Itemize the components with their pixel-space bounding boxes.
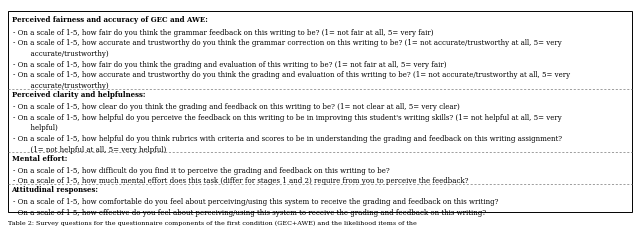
Text: - On a scale of 1-5, how fair do you think the grading and evaluation of this wr: - On a scale of 1-5, how fair do you thi…	[13, 61, 447, 69]
Text: accurate/trustworthy): accurate/trustworthy)	[26, 82, 108, 90]
Text: - On a scale of 1-5, how fair do you think the grammar feedback on this writing : - On a scale of 1-5, how fair do you thi…	[13, 29, 434, 37]
Text: Table 2: Survey questions for the questionnaire components of the first conditio: Table 2: Survey questions for the questi…	[8, 221, 417, 227]
Text: - On a scale of 1-5, how effective do you feel about perceiving/using this syste: - On a scale of 1-5, how effective do yo…	[13, 209, 486, 217]
Text: - On a scale of 1-5, how accurate and trustworthy do you think the grading and e: - On a scale of 1-5, how accurate and tr…	[13, 71, 571, 80]
Text: Perceived clarity and helpfulness:: Perceived clarity and helpfulness:	[12, 91, 145, 99]
Text: helpful): helpful)	[26, 124, 58, 132]
Text: Perceived fairness and accuracy of GEC and AWE:: Perceived fairness and accuracy of GEC a…	[12, 16, 207, 24]
Text: - On a scale of 1-5, how difficult do you find it to perceive the grading and fe: - On a scale of 1-5, how difficult do yo…	[13, 167, 390, 175]
Text: Attitudinal responses:: Attitudinal responses:	[12, 186, 99, 194]
Text: Mental effort:: Mental effort:	[12, 154, 67, 163]
Text: accurate/trustworthy): accurate/trustworthy)	[26, 50, 108, 58]
Text: - On a scale of 1-5, how comfortable do you feel about perceiving/using this sys: - On a scale of 1-5, how comfortable do …	[13, 198, 499, 206]
Text: - On a scale of 1-5, how much mental effort does this task (differ for stages 1 : - On a scale of 1-5, how much mental eff…	[13, 178, 469, 186]
Bar	[8, 11, 632, 212]
Text: (1= not helpful at all, 5= very helpful): (1= not helpful at all, 5= very helpful)	[26, 146, 166, 154]
Text: - On a scale of 1-5, how clear do you think the grading and feedback on this wri: - On a scale of 1-5, how clear do you th…	[13, 103, 460, 111]
Text: - On a scale of 1-5, how accurate and trustworthy do you think the grammar corre: - On a scale of 1-5, how accurate and tr…	[13, 39, 562, 47]
Text: - On a scale of 1-5, how helpful do you think rubrics with criteria and scores t: - On a scale of 1-5, how helpful do you …	[13, 135, 563, 143]
Text: - On a scale of 1-5, how helpful do you perceive the feedback on this writing to: - On a scale of 1-5, how helpful do you …	[13, 114, 562, 122]
